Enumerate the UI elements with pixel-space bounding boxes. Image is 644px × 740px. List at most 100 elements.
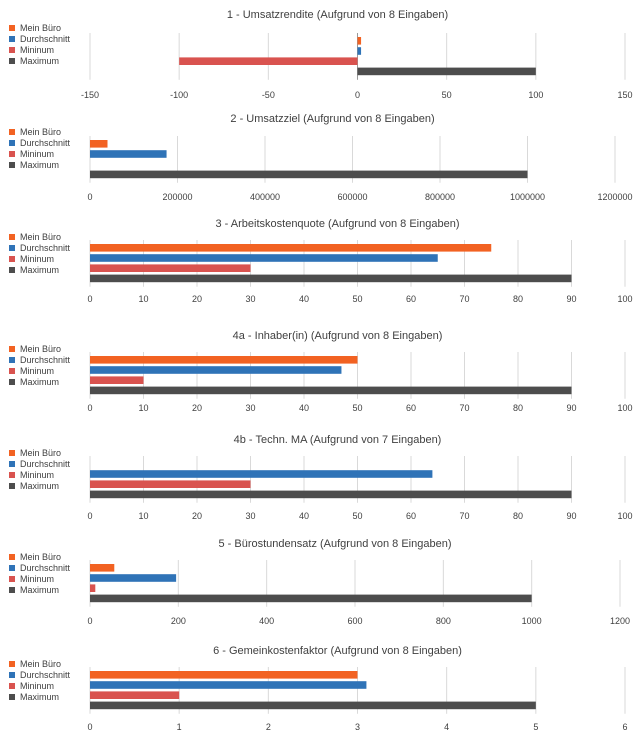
bar-4 xyxy=(357,67,536,76)
bar-1 xyxy=(357,37,362,45)
tick-label: 800000 xyxy=(425,192,455,202)
tick-label: 60 xyxy=(406,294,416,304)
tick-label: 4 xyxy=(444,722,449,732)
legend-label: Mein Büro xyxy=(20,344,61,354)
tick-label: 90 xyxy=(566,511,576,521)
chart-5: 4b - Techn. MA (Aufgrund von 7 Eingaben)… xyxy=(9,434,633,521)
tick-label: 30 xyxy=(245,294,255,304)
legend-label: Durchschnitt xyxy=(20,34,71,44)
bar-3 xyxy=(179,57,358,65)
tick-label: 0 xyxy=(87,294,92,304)
tick-label: 70 xyxy=(459,294,469,304)
tick-label: 800 xyxy=(436,616,451,626)
tick-label: 100 xyxy=(617,403,632,413)
legend-swatch xyxy=(9,25,15,31)
legend-label: Durchschnitt xyxy=(20,563,71,573)
legend-label: Mininum xyxy=(20,681,54,691)
legend-swatch xyxy=(9,234,15,240)
tick-label: 400000 xyxy=(250,192,280,202)
legend-swatch xyxy=(9,554,15,560)
legend-swatch xyxy=(9,58,15,64)
tick-label: 10 xyxy=(138,294,148,304)
legend-swatch xyxy=(9,245,15,251)
tick-label: 50 xyxy=(442,90,452,100)
tick-label: 1200000 xyxy=(597,192,632,202)
bar-1 xyxy=(90,356,358,364)
legend-label: Mein Büro xyxy=(20,448,61,458)
legend-swatch xyxy=(9,694,15,700)
legend-label: Mininum xyxy=(20,45,54,55)
legend-swatch xyxy=(9,472,15,478)
bar-3 xyxy=(90,376,144,384)
tick-label: 400 xyxy=(259,616,274,626)
tick-label: 150 xyxy=(617,90,632,100)
legend-label: Durchschnitt xyxy=(20,138,71,148)
tick-label: 50 xyxy=(352,294,362,304)
tick-label: 5 xyxy=(533,722,538,732)
chart-6: 5 - Bürostundensatz (Aufgrund von 8 Eing… xyxy=(9,538,630,626)
legend-label: Mininum xyxy=(20,254,54,264)
tick-label: -50 xyxy=(262,90,275,100)
bar-3 xyxy=(90,264,251,272)
legend-swatch xyxy=(9,267,15,273)
legend-swatch xyxy=(9,346,15,352)
legend-swatch xyxy=(9,672,15,678)
tick-label: 1000000 xyxy=(510,192,545,202)
tick-label: 100 xyxy=(617,511,632,521)
legend-label: Maximum xyxy=(20,160,59,170)
legend-swatch xyxy=(9,129,15,135)
chart-title: 4b - Techn. MA (Aufgrund von 7 Eingaben) xyxy=(234,434,442,446)
bar-2 xyxy=(90,254,438,262)
chart-title: 4a - Inhaber(in) (Aufgrund von 8 Eingabe… xyxy=(233,330,443,342)
chart-title: 6 - Gemeinkostenfaktor (Aufgrund von 8 E… xyxy=(213,645,462,657)
bar-2 xyxy=(90,366,342,374)
bar-1 xyxy=(90,564,115,572)
legend-swatch xyxy=(9,36,15,42)
tick-label: 0 xyxy=(87,192,92,202)
legend-swatch xyxy=(9,256,15,262)
bar-3 xyxy=(90,584,96,592)
tick-label: 20 xyxy=(192,294,202,304)
legend-label: Maximum xyxy=(20,56,59,66)
bar-1 xyxy=(90,140,108,148)
bar-1 xyxy=(90,671,358,679)
tick-label: 100 xyxy=(617,294,632,304)
tick-label: 60 xyxy=(406,511,416,521)
tick-label: 100 xyxy=(528,90,543,100)
chart-title: 5 - Bürostundensatz (Aufgrund von 8 Eing… xyxy=(219,538,452,550)
legend-swatch xyxy=(9,140,15,146)
legend-swatch xyxy=(9,565,15,571)
tick-label: -100 xyxy=(170,90,188,100)
tick-label: 1200 xyxy=(610,616,630,626)
legend-swatch xyxy=(9,461,15,467)
tick-label: 20 xyxy=(192,511,202,521)
bar-4 xyxy=(90,274,572,283)
tick-label: -150 xyxy=(81,90,99,100)
legend-label: Mininum xyxy=(20,149,54,159)
tick-label: 20 xyxy=(192,403,202,413)
tick-label: 40 xyxy=(299,403,309,413)
tick-label: 50 xyxy=(352,403,362,413)
legend-label: Mein Büro xyxy=(20,659,61,669)
bar-2 xyxy=(90,150,167,158)
tick-label: 0 xyxy=(355,90,360,100)
legend-label: Maximum xyxy=(20,265,59,275)
chart-title: 2 - Umsatzziel (Aufgrund von 8 Eingaben) xyxy=(230,113,434,125)
legend-label: Maximum xyxy=(20,585,59,595)
tick-label: 70 xyxy=(459,403,469,413)
chart-title: 1 - Umsatzrendite (Aufgrund von 8 Eingab… xyxy=(227,9,448,21)
bar-4 xyxy=(90,594,532,603)
legend-label: Mein Büro xyxy=(20,127,61,137)
legend-swatch xyxy=(9,483,15,489)
tick-label: 1 xyxy=(177,722,182,732)
tick-label: 40 xyxy=(299,294,309,304)
legend-swatch xyxy=(9,587,15,593)
legend-label: Mininum xyxy=(20,470,54,480)
bar-2 xyxy=(90,574,177,582)
bar-3 xyxy=(90,691,180,699)
legend-label: Durchschnitt xyxy=(20,670,71,680)
legend-swatch xyxy=(9,450,15,456)
legend-label: Mininum xyxy=(20,574,54,584)
legend-label: Mein Büro xyxy=(20,232,61,242)
